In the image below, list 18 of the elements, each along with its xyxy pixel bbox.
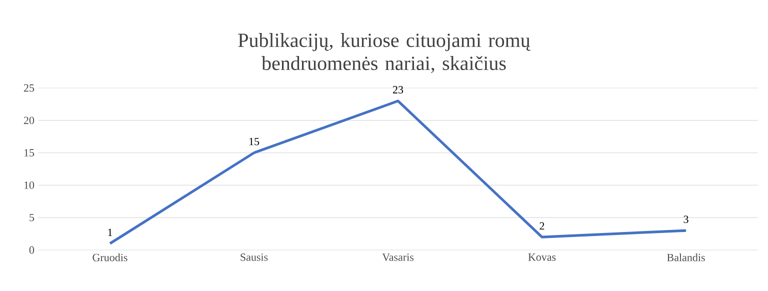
x-tick-label: Vasaris xyxy=(382,254,414,261)
y-tick-label: 0 xyxy=(29,246,34,254)
y-tick-label: 25 xyxy=(24,84,34,92)
data-label: 2 xyxy=(540,222,544,230)
x-tick-label: Sausis xyxy=(240,254,268,261)
y-tick-label: 20 xyxy=(24,116,34,124)
line-series xyxy=(108,100,688,245)
y-tick-label: 15 xyxy=(24,149,34,156)
data-label: 15 xyxy=(249,138,260,146)
data-label: 3 xyxy=(684,216,688,224)
x-tick-label: Gruodis xyxy=(92,254,128,262)
data-label: 1 xyxy=(108,228,112,236)
y-tick-label: 5 xyxy=(30,214,34,222)
x-tick-label: Kovas xyxy=(528,254,556,261)
chart-title: Publikacijų, kuriose cituojami romų bendruomenės nariai, skaičius xyxy=(238,33,530,73)
y-tick-label: 10 xyxy=(24,181,34,189)
x-tick-label: Balandis xyxy=(667,254,705,262)
data-label: 23 xyxy=(392,86,404,94)
